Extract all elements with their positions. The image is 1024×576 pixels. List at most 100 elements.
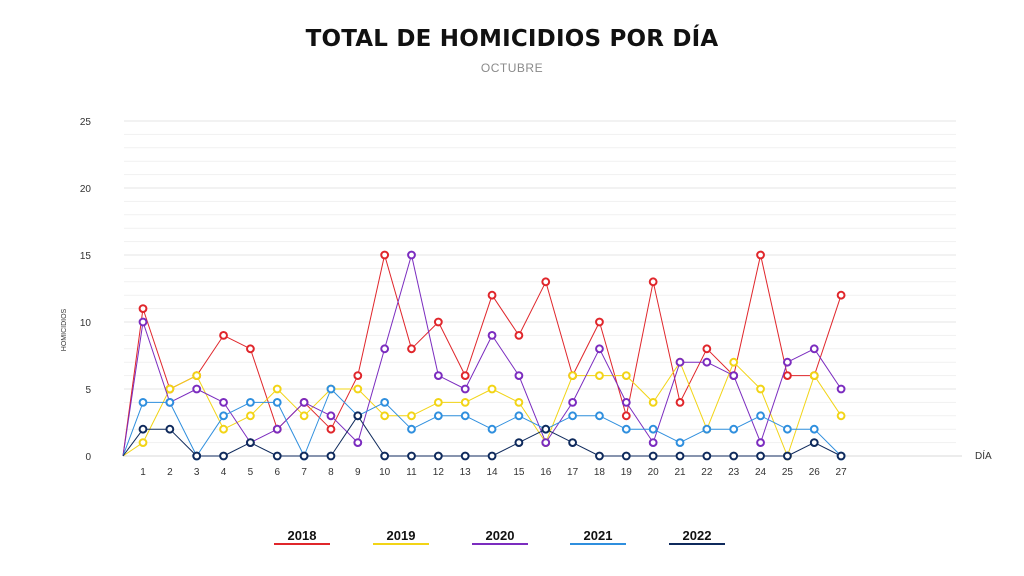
data-point — [595, 411, 604, 421]
data-point — [756, 250, 765, 260]
legend-item-2021: 2021 — [570, 528, 626, 545]
data-point — [729, 357, 739, 367]
data-point — [219, 398, 228, 407]
legend-label: 2019 — [387, 528, 416, 543]
x-tick-label: 20 — [648, 467, 660, 478]
legend-item-2020: 2020 — [472, 528, 528, 545]
data-point — [729, 451, 739, 461]
data-point — [809, 371, 819, 381]
chart-title: TOTAL DE HOMICIDIOS POR DÍA — [305, 26, 719, 52]
data-point — [299, 411, 309, 421]
data-point — [246, 398, 255, 407]
x-tick-label: 7 — [301, 467, 307, 478]
data-point — [568, 438, 577, 448]
series-line-2018 — [122, 254, 842, 457]
data-point — [648, 438, 658, 448]
y-axis-label: HOMICIDIOS — [61, 308, 68, 351]
data-point — [407, 424, 416, 434]
data-point — [568, 398, 577, 407]
data-point — [783, 451, 792, 461]
x-tick-label: 11 — [406, 467, 417, 478]
x-tick-label: 17 — [567, 467, 579, 478]
data-point — [675, 438, 685, 448]
data-point — [836, 384, 846, 394]
x-tick-label: 9 — [355, 467, 361, 478]
x-tick-label: 8 — [328, 467, 334, 478]
data-point — [433, 371, 443, 381]
x-tick-label: 24 — [755, 467, 767, 478]
x-tick-label: 6 — [274, 467, 280, 478]
data-point — [138, 424, 148, 434]
data-point — [756, 384, 765, 394]
data-point — [809, 438, 819, 448]
data-point — [407, 411, 416, 421]
x-tick-label: 27 — [836, 467, 848, 478]
data-point — [219, 411, 228, 421]
data-point — [836, 411, 846, 421]
data-point — [299, 451, 309, 461]
data-point — [272, 384, 282, 394]
data-point — [353, 384, 363, 394]
data-point — [648, 451, 658, 461]
data-point — [487, 331, 497, 340]
data-point — [138, 398, 148, 407]
data-point — [192, 371, 202, 381]
y-tick-label: 10 — [80, 318, 92, 329]
data-point — [138, 317, 148, 327]
data-point — [809, 424, 819, 434]
x-tick-label: 18 — [594, 467, 606, 478]
data-point — [648, 424, 658, 434]
legend-label: 2020 — [486, 528, 515, 543]
data-point — [595, 371, 604, 381]
x-tick-label: 19 — [621, 467, 633, 478]
data-point — [836, 290, 846, 300]
data-point — [595, 317, 604, 327]
y-tick-label: 15 — [80, 251, 92, 262]
x-tick-label: 2 — [167, 467, 173, 478]
series-2022 — [122, 411, 846, 461]
y-tick-label: 25 — [80, 117, 92, 128]
data-point — [621, 451, 631, 461]
data-point — [541, 277, 551, 287]
data-point — [621, 424, 631, 434]
data-point — [729, 371, 739, 381]
data-point — [514, 331, 524, 340]
data-point — [353, 371, 363, 381]
data-point — [138, 304, 148, 314]
data-point — [621, 371, 631, 381]
data-point — [272, 424, 282, 434]
legend-label: 2021 — [584, 528, 613, 543]
data-point — [702, 357, 712, 367]
data-point — [595, 451, 604, 461]
data-point — [460, 371, 470, 381]
series-2021 — [122, 384, 846, 461]
legend-item-2022: 2022 — [669, 528, 725, 545]
data-point — [165, 424, 175, 434]
data-point — [702, 344, 712, 354]
x-tick-label: 5 — [248, 467, 254, 478]
data-point — [809, 344, 819, 354]
data-point — [192, 384, 202, 394]
x-tick-label: 25 — [782, 467, 794, 478]
series-group — [122, 250, 846, 461]
x-tick-label: 21 — [674, 467, 686, 478]
legend: 2018 2019 2020 2021 2022 — [274, 528, 725, 545]
data-point — [380, 398, 390, 407]
x-tick-label: 15 — [513, 467, 525, 478]
data-point — [380, 451, 390, 461]
x-tick-label: 3 — [194, 467, 200, 478]
data-point — [138, 438, 148, 448]
data-point — [756, 411, 765, 421]
data-point — [165, 384, 175, 394]
data-point — [487, 451, 497, 461]
data-point — [487, 424, 497, 434]
data-point — [246, 411, 255, 421]
series-line-2022 — [122, 415, 842, 457]
data-point — [433, 398, 443, 407]
x-tick-label: 14 — [486, 467, 498, 478]
data-point — [514, 371, 524, 381]
x-tick-label: 10 — [379, 467, 391, 478]
data-point — [380, 344, 390, 354]
data-point — [326, 424, 336, 434]
